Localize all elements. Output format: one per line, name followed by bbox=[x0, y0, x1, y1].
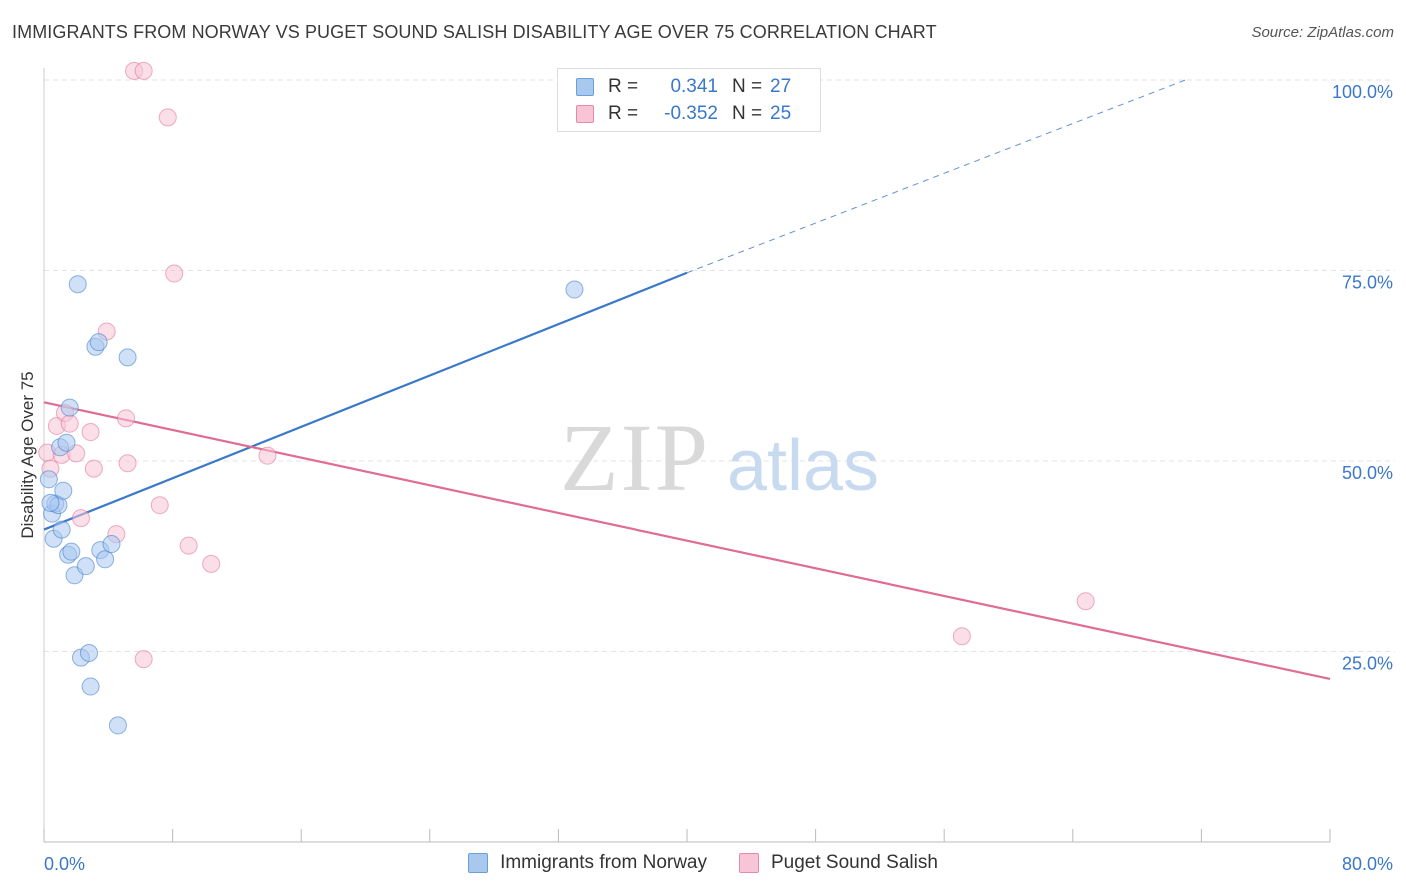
data-point-norway bbox=[118, 348, 137, 367]
legend-swatch-norway bbox=[576, 78, 594, 96]
data-point-norway bbox=[41, 493, 60, 512]
trend-line-norway-extension bbox=[686, 79, 1186, 274]
data-point-norway bbox=[108, 716, 127, 735]
data-point-norway bbox=[76, 557, 95, 576]
legend-n-label: N = bbox=[732, 76, 763, 97]
data-point-salish bbox=[134, 61, 153, 80]
data-point-norway bbox=[89, 333, 108, 352]
data-point-salish bbox=[71, 509, 90, 528]
chart-title: IMMIGRANTS FROM NORWAY VS PUGET SOUND SA… bbox=[12, 22, 937, 42]
legend-n-value: 27 bbox=[770, 76, 792, 97]
data-point-norway bbox=[565, 280, 584, 299]
data-point-salish bbox=[202, 554, 221, 573]
data-point-salish bbox=[116, 409, 135, 428]
data-point-norway bbox=[52, 520, 71, 539]
data-point-norway bbox=[102, 535, 121, 554]
legend-r-label: R = bbox=[608, 76, 639, 97]
trend-line-salish bbox=[43, 401, 1331, 681]
data-point-salish bbox=[165, 264, 184, 283]
tick-labels: 25.0% 50.0% 75.0% 100.0% 0.0% 80.0% bbox=[44, 82, 1393, 874]
legend-row-norway: R = 0.341 N = 27 bbox=[576, 75, 810, 99]
data-point-norway bbox=[80, 644, 99, 663]
series-name-norway: Immigrants from Norway bbox=[500, 852, 707, 873]
data-point-salish bbox=[84, 459, 103, 478]
y-tick-label: 75.0% bbox=[1342, 273, 1393, 293]
legend-r-value: 0.341 bbox=[670, 76, 718, 97]
data-point-norway bbox=[62, 542, 81, 561]
correlation-legend: R = 0.341 N = 27 R = -0.352 N = 25 bbox=[557, 68, 821, 132]
data-point-salish bbox=[81, 423, 100, 442]
data-point-norway bbox=[81, 677, 100, 696]
watermark-atlas: atlas bbox=[727, 426, 879, 506]
watermark-zip: ZIP bbox=[560, 404, 710, 511]
legend-swatch-salish bbox=[576, 105, 594, 123]
y-tick-label: 25.0% bbox=[1342, 654, 1393, 674]
x-tick-label: 80.0% bbox=[1342, 854, 1393, 874]
legend-r-value: -0.352 bbox=[664, 103, 718, 124]
data-point-norway bbox=[39, 470, 58, 489]
data-point-salish bbox=[179, 536, 198, 555]
series-name-salish: Puget Sound Salish bbox=[771, 852, 938, 873]
grid-lines bbox=[44, 79, 1395, 652]
y-tick-label: 100.0% bbox=[1332, 82, 1393, 102]
data-point-norway bbox=[96, 550, 115, 569]
data-point-salish bbox=[258, 446, 277, 465]
data-points bbox=[38, 61, 1095, 735]
legend-r-label: R = bbox=[608, 103, 639, 124]
watermark: ZIP atlas bbox=[560, 404, 879, 511]
y-tick-label: 50.0% bbox=[1342, 463, 1393, 483]
data-point-norway bbox=[57, 433, 76, 452]
data-point-norway bbox=[60, 398, 79, 417]
data-point-salish bbox=[60, 414, 79, 433]
data-point-salish bbox=[134, 650, 153, 669]
trend-line-norway bbox=[43, 271, 688, 531]
data-point-norway bbox=[68, 275, 87, 294]
data-point-salish bbox=[952, 627, 971, 646]
series-legend: Immigrants from Norway Puget Sound Salis… bbox=[0, 852, 1406, 874]
series-swatch-salish bbox=[739, 853, 759, 873]
data-point-salish bbox=[150, 496, 169, 515]
data-point-salish bbox=[118, 454, 137, 473]
data-point-norway bbox=[54, 481, 73, 500]
data-point-salish bbox=[158, 108, 177, 127]
source-label: Source: ZipAtlas.com bbox=[1251, 24, 1394, 41]
legend-n-value: 25 bbox=[770, 103, 792, 124]
legend-row-salish: R = -0.352 N = 25 bbox=[576, 102, 810, 126]
series-legend-item-salish[interactable]: Puget Sound Salish bbox=[739, 852, 938, 874]
series-swatch-norway bbox=[468, 853, 489, 873]
trend-lines bbox=[43, 79, 1331, 681]
data-point-salish bbox=[1076, 592, 1095, 611]
series-legend-item-norway[interactable]: Immigrants from Norway bbox=[468, 852, 707, 874]
x-tick-label: 0.0% bbox=[44, 854, 85, 874]
legend-n-label: N = bbox=[732, 103, 763, 124]
